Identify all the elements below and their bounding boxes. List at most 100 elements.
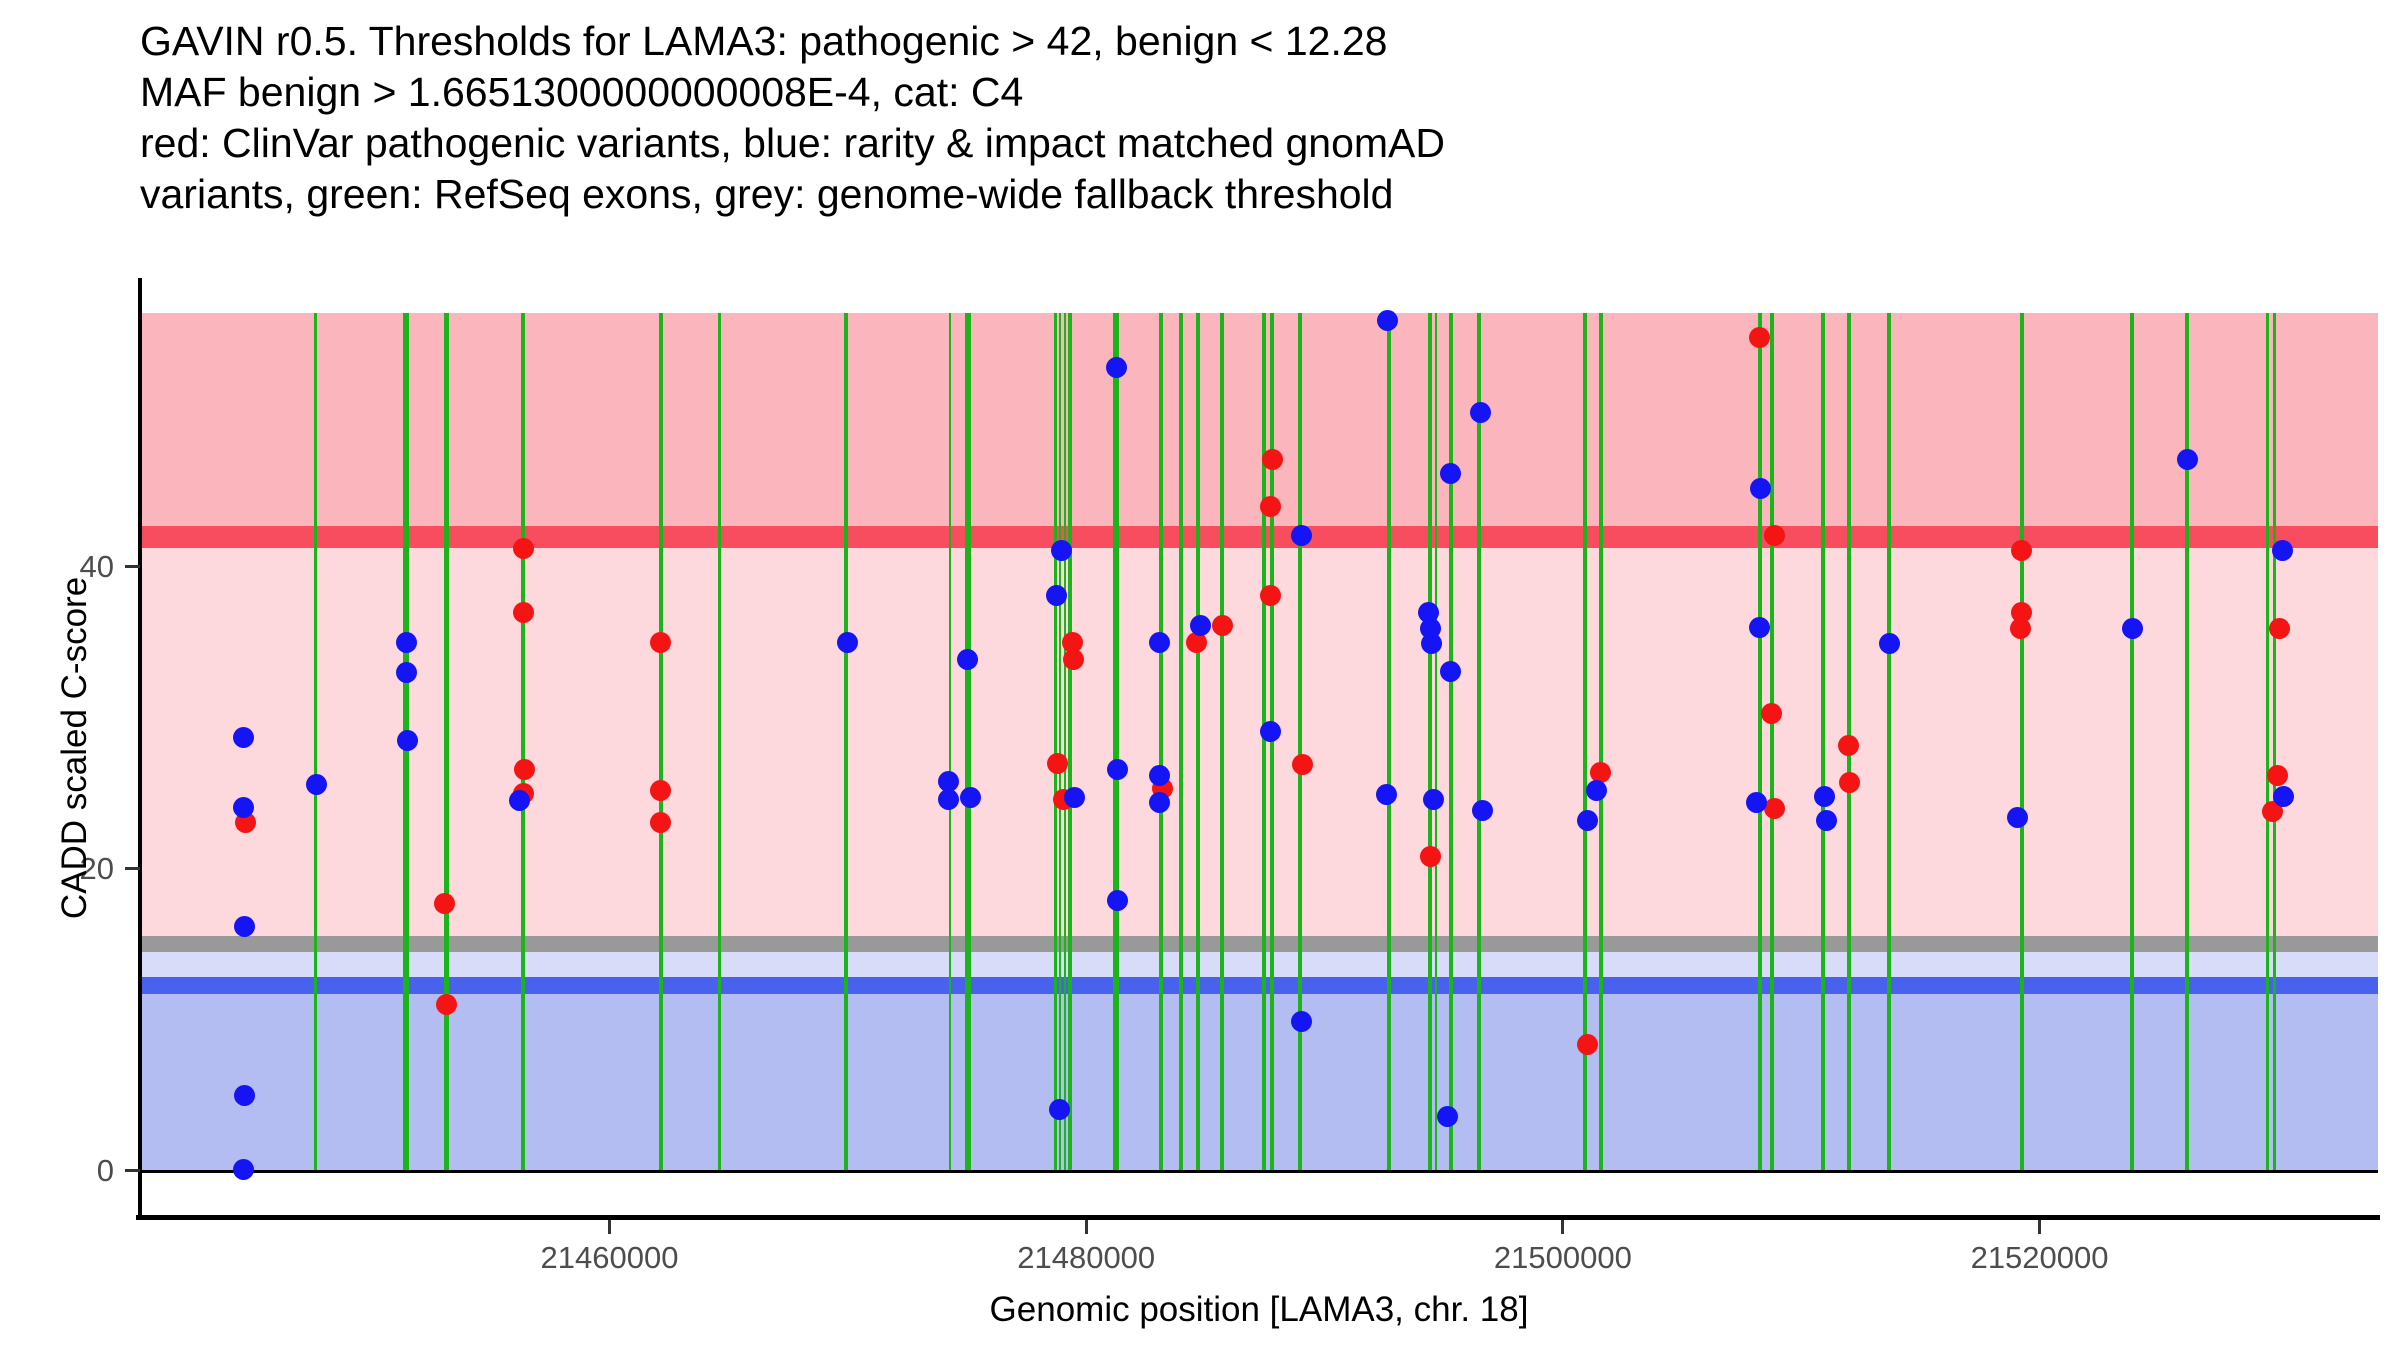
gnomad-matched-point xyxy=(1421,633,1443,655)
clinvar-pathogenic-point xyxy=(2266,764,2288,786)
y-tick-label: 0 xyxy=(96,1152,114,1188)
refseq-exon-line xyxy=(1386,313,1391,1171)
clinvar-pathogenic-point xyxy=(2011,601,2033,623)
gnomad-matched-point xyxy=(1291,524,1313,546)
gnomad-matched-point xyxy=(957,648,978,670)
gnomad-matched-point xyxy=(1106,890,1128,912)
gnomad-matched-point xyxy=(1577,810,1599,832)
gnomad-matched-point xyxy=(509,790,531,812)
gnomad-matched-point xyxy=(233,915,255,937)
x-axis-title: Genomic position [LAMA3, chr. 18] xyxy=(989,1290,1529,1329)
x-tick-label: 21480000 xyxy=(1017,1240,1156,1275)
clinvar-pathogenic-point xyxy=(1761,702,1783,724)
gnomad-matched-point xyxy=(232,796,254,818)
refseq-exon-line xyxy=(1598,313,1603,1171)
refseq-exon-line xyxy=(1297,313,1302,1171)
refseq-exon-line xyxy=(1261,313,1266,1171)
gnomad-matched-point xyxy=(1816,810,1838,832)
x-tick-label: 21520000 xyxy=(1970,1240,2109,1275)
gnomad-matched-point xyxy=(395,662,417,684)
gnomad-matched-point xyxy=(1423,788,1445,810)
gnomad-matched-point xyxy=(1585,779,1607,801)
x-tick-mark xyxy=(608,1220,612,1234)
y-tick-label: 20 xyxy=(79,850,114,886)
gnomad-matched-point xyxy=(1050,539,1072,561)
gnomad-matched-point xyxy=(232,727,254,749)
clinvar-pathogenic-point xyxy=(1764,524,1786,546)
gnomad-matched-point xyxy=(1291,1010,1313,1032)
y-axis-line xyxy=(138,278,142,1220)
gnomad-matched-point xyxy=(2177,449,2199,471)
gnomad-matched-point xyxy=(1749,616,1770,638)
gnomad-matched-point xyxy=(1814,785,1836,807)
refseq-exon-line xyxy=(1434,313,1437,1171)
refseq-exon-line xyxy=(1769,313,1774,1171)
gnomad-matched-point xyxy=(1440,660,1462,682)
gnomad-matched-point xyxy=(1469,402,1491,424)
title-line-1: GAVIN r0.5. Thresholds for LAMA3: pathog… xyxy=(140,18,1388,64)
clinvar-pathogenic-point xyxy=(650,811,672,833)
zero-baseline xyxy=(140,1169,2378,1173)
gnomad-matched-point xyxy=(1879,633,1901,655)
gnomad-matched-point xyxy=(960,787,982,809)
x-tick-label: 21500000 xyxy=(1493,1240,1632,1275)
gnomad-matched-point xyxy=(1437,1106,1459,1128)
clinvar-pathogenic-point xyxy=(1839,772,1861,794)
refseq-exon-line xyxy=(1427,313,1432,1171)
gnomad-matched-point xyxy=(1376,310,1398,332)
gnomad-matched-point xyxy=(232,1158,254,1180)
gnomad-matched-point xyxy=(1149,764,1171,786)
clinvar-pathogenic-point xyxy=(1577,1033,1599,1055)
benign-region-band xyxy=(140,985,2378,1171)
gnomad-matched-point xyxy=(1749,477,1771,499)
gnomad-matched-point xyxy=(1045,585,1067,607)
refseq-exon-line xyxy=(1219,313,1224,1171)
clinvar-pathogenic-point xyxy=(2010,618,2032,640)
gnomad-matched-point xyxy=(1746,791,1768,813)
refseq-exon-line xyxy=(964,313,971,1171)
refseq-exon-line xyxy=(313,313,317,1171)
refseq-exon-line xyxy=(2184,313,2189,1171)
refseq-exon-line xyxy=(1053,313,1057,1171)
gnomad-matched-point xyxy=(395,631,417,653)
clinvar-pathogenic-point xyxy=(2261,801,2283,823)
clinvar-pathogenic-point xyxy=(1420,846,1442,868)
gnomad-matched-point xyxy=(938,788,960,810)
plot-panel xyxy=(140,280,2378,1217)
refseq-exon-line xyxy=(1757,313,1762,1171)
pathogenic-region-band xyxy=(140,313,2378,537)
refseq-exon-line xyxy=(521,313,526,1171)
refseq-exon-line xyxy=(1476,313,1481,1171)
gnomad-matched-point xyxy=(1105,357,1127,379)
refseq-exon-line xyxy=(1269,313,1274,1171)
refseq-exon-line xyxy=(444,313,449,1171)
clinvar-pathogenic-point xyxy=(434,893,456,915)
clinvar-pathogenic-point xyxy=(1260,496,1282,517)
clinvar-pathogenic-point xyxy=(1212,615,1234,637)
clinvar-pathogenic-point xyxy=(650,779,672,801)
clinvar-pathogenic-point xyxy=(1062,631,1084,653)
gnomad-matched-point xyxy=(2271,539,2293,561)
refseq-exon-line xyxy=(1158,313,1163,1171)
gnomad-matched-point xyxy=(396,730,418,752)
refseq-exon-line xyxy=(2019,313,2024,1171)
gnomad-matched-point xyxy=(836,631,858,653)
title-line-2: MAF benign > 1.6651300000000008E-4, cat:… xyxy=(140,69,1024,115)
clinvar-pathogenic-point xyxy=(512,538,534,560)
refseq-exon-line xyxy=(2273,313,2277,1171)
gnomad-matched-point xyxy=(1106,758,1128,780)
y-tick-mark xyxy=(125,1169,140,1173)
refseq-exon-line xyxy=(1820,313,1825,1171)
x-tick-label: 21460000 xyxy=(540,1240,679,1275)
x-tick-mark xyxy=(1084,1220,1088,1234)
refseq-exon-line xyxy=(1582,313,1587,1171)
refseq-exon-line xyxy=(1068,313,1073,1171)
clinvar-pathogenic-point xyxy=(512,601,534,623)
title-line-3: red: ClinVar pathogenic variants, blue: … xyxy=(140,120,1446,166)
clinvar-pathogenic-point xyxy=(1590,761,1612,783)
clinvar-pathogenic-point xyxy=(1764,798,1786,820)
clinvar-pathogenic-point xyxy=(650,631,672,653)
plot-title: GAVIN r0.5. Thresholds for LAMA3: pathog… xyxy=(140,16,1445,220)
y-axis-title: CADD scaled C-score xyxy=(55,576,94,920)
